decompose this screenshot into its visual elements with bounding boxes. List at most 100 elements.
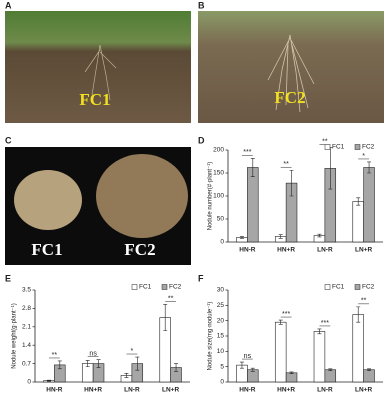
error-bar (135, 356, 140, 371)
y-tick-label: 3.5 (22, 287, 31, 294)
bar (324, 369, 337, 383)
legend-swatch (354, 144, 361, 150)
legend-label: FC2 (169, 284, 182, 291)
y-tick-label: 0 (27, 379, 31, 386)
error-bar (250, 157, 255, 177)
error-bar (278, 319, 283, 325)
bar (285, 372, 298, 383)
error-bar (367, 368, 372, 371)
significance: *** (282, 311, 290, 318)
panel-letter: B (198, 0, 205, 10)
error-bar (278, 234, 283, 239)
legend-label: FC1 (332, 284, 345, 291)
legend-label: FC1 (332, 144, 345, 151)
panel-letter: C (5, 135, 12, 145)
legend-label: FC2 (362, 284, 375, 291)
panel-letter: D (198, 135, 205, 145)
panel-letter: A (5, 0, 12, 10)
y-tick-label: 25 (217, 302, 225, 309)
y-tick-label: 2.8 (22, 305, 31, 312)
error-bar (174, 363, 179, 372)
x-tick-label: LN+R (355, 247, 372, 254)
error-bar (57, 360, 62, 370)
error-bar (239, 236, 244, 239)
y-tick-label: 50 (217, 216, 225, 223)
legend-swatch (324, 284, 331, 290)
photo (5, 11, 191, 123)
x-tick-label: HN-R (46, 387, 63, 394)
x-tick-label: HN-R (239, 387, 256, 394)
y-tick-label: 0.7 (22, 360, 31, 367)
photo (198, 11, 384, 123)
y-axis-label: Nodule size(mg·nodule⁻¹) (208, 302, 214, 371)
nodules (96, 154, 188, 238)
nodules (14, 170, 82, 230)
y-tick-label: 2.1 (22, 324, 31, 331)
roots (267, 34, 315, 113)
error-bar (124, 373, 129, 378)
y-tick-label: 30 (217, 287, 225, 294)
y-tick-label: 100 (213, 193, 224, 200)
panel-letter: F (198, 273, 204, 283)
significance: *** (243, 149, 251, 156)
legend-label: FC2 (362, 144, 375, 151)
significance: ** (322, 139, 328, 146)
y-axis-label: Nodule weight(g·plant⁻¹) (12, 303, 18, 369)
bar (313, 331, 326, 383)
y-tick-label: 1.4 (22, 342, 31, 349)
legend-swatch (161, 284, 168, 290)
y-axis-label: Nodule number(#·plant⁻¹) (208, 162, 214, 231)
y-tick-label: 0 (220, 239, 224, 246)
x-tick-label: HN+R (277, 247, 295, 254)
panel-letter: E (5, 273, 11, 283)
bar (363, 167, 375, 243)
y-tick-label: 150 (213, 170, 224, 177)
error-bar (46, 379, 51, 382)
photo-label: FC1 (31, 240, 62, 259)
error-bar (239, 361, 244, 369)
bar (247, 167, 259, 243)
x-tick-label: LN-R (317, 387, 333, 394)
significance: ** (168, 295, 174, 302)
significance: ns (89, 351, 97, 358)
legend-swatch (324, 144, 331, 150)
x-tick-label: LN+R (162, 387, 179, 394)
x-tick-label: HN+R (277, 387, 295, 394)
error-bar (96, 359, 101, 368)
error-bar (250, 367, 255, 372)
error-bar (317, 233, 322, 238)
legend-label: FC1 (139, 284, 152, 291)
y-tick-label: 200 (213, 147, 224, 154)
error-bar (328, 368, 333, 371)
y-tick-label: 10 (217, 348, 225, 355)
y-tick-label: 5 (220, 363, 224, 370)
error-bar (85, 360, 90, 368)
significance: ** (52, 352, 58, 359)
photo-label: FC2 (124, 240, 155, 259)
bar (352, 201, 364, 243)
x-tick-label: HN+R (84, 387, 102, 394)
significance: *** (321, 320, 329, 327)
legend-swatch (354, 284, 361, 290)
significance: ** (361, 298, 367, 305)
x-tick-label: LN-R (124, 387, 140, 394)
x-tick-label: LN+R (355, 387, 372, 394)
x-tick-label: LN-R (317, 247, 333, 254)
bar (352, 314, 364, 383)
significance: * (362, 153, 365, 160)
significance: ** (283, 161, 289, 168)
bar (247, 369, 259, 383)
y-tick-label: 0 (220, 379, 224, 386)
bar (274, 321, 287, 383)
roots (84, 44, 117, 101)
legend-swatch (131, 284, 138, 290)
y-tick-label: 20 (217, 317, 225, 324)
y-tick-label: 15 (217, 333, 225, 340)
bar (363, 369, 375, 383)
significance: ns (244, 353, 252, 360)
error-bar (289, 169, 294, 197)
error-bar (367, 161, 372, 174)
photo-label: FC2 (274, 88, 305, 107)
x-tick-label: HN-R (239, 247, 256, 254)
